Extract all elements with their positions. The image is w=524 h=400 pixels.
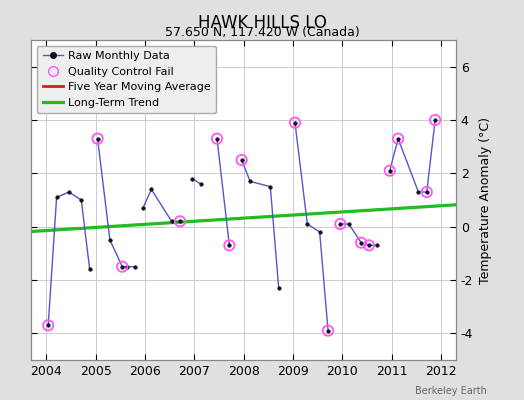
Point: [93, 136, 102, 142]
Text: 57.650 N, 117.420 W (Canada): 57.650 N, 117.420 W (Canada): [165, 26, 359, 39]
Point: [365, 242, 373, 248]
Point: [324, 328, 332, 334]
Point: [291, 120, 299, 126]
Point: [225, 242, 234, 248]
Point: [386, 168, 394, 174]
Point: [357, 240, 365, 246]
Point: [118, 264, 126, 270]
Text: HAWK HILLS LO: HAWK HILLS LO: [198, 14, 326, 32]
Y-axis label: Temperature Anomaly (°C): Temperature Anomaly (°C): [478, 116, 492, 284]
Point: [431, 117, 439, 123]
Point: [237, 157, 246, 163]
Text: Berkeley Earth: Berkeley Earth: [416, 386, 487, 396]
Point: [213, 136, 221, 142]
Raw Monthly Data: [53, 195, 60, 200]
Raw Monthly Data: [66, 190, 72, 194]
Raw Monthly Data: [45, 323, 51, 328]
Point: [422, 189, 431, 195]
Line: Raw Monthly Data: Raw Monthly Data: [47, 190, 91, 327]
Raw Monthly Data: [86, 267, 93, 272]
Point: [176, 218, 184, 224]
Point: [44, 322, 52, 328]
Legend: Raw Monthly Data, Quality Control Fail, Five Year Moving Average, Long-Term Tren: Raw Monthly Data, Quality Control Fail, …: [37, 46, 216, 113]
Point: [336, 221, 345, 227]
Point: [394, 136, 402, 142]
Raw Monthly Data: [78, 198, 84, 202]
